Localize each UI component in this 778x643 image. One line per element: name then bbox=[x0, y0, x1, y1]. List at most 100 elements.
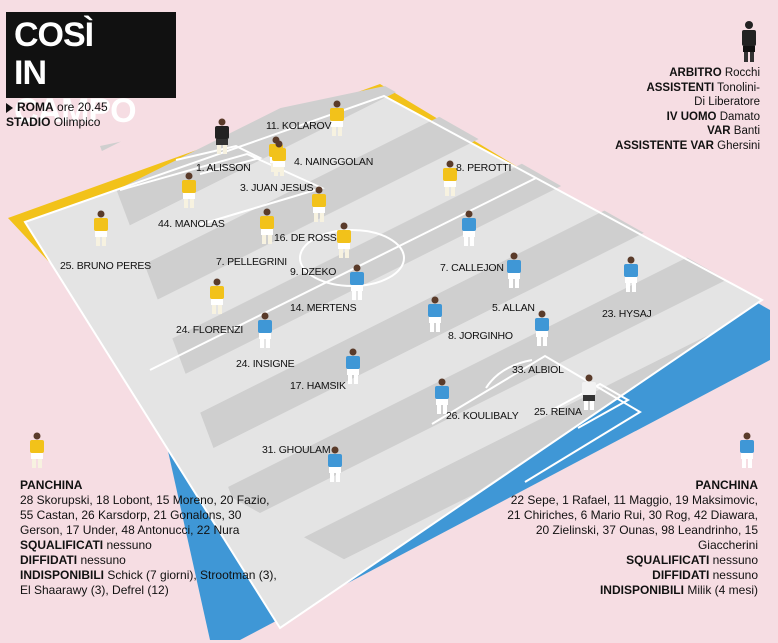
official-role: ARBITRO bbox=[669, 67, 722, 79]
napoli-player-label: 24. INSIGNE bbox=[236, 358, 295, 370]
official-row: ASSISTENTE VAR Ghersini bbox=[615, 139, 760, 154]
napoli-bench-list: 22 Sepe, 1 Rafael, 11 Maggio, 19 Maksimo… bbox=[507, 493, 758, 552]
officials: ARBITRO Rocchi ASSISTENTI Tonolini- Di Lib… bbox=[615, 66, 760, 153]
roma-unavailable-label: INDISPONIBILI bbox=[20, 568, 105, 582]
referee-icon bbox=[742, 21, 756, 62]
roma-suspended-label: SQUALIFICATI bbox=[20, 538, 104, 552]
roma-player-icon bbox=[328, 100, 346, 143]
roma-player-icon bbox=[335, 222, 353, 265]
roma-bench-kit-icon bbox=[30, 432, 44, 468]
roma-player-label: 24. FLORENZI bbox=[176, 324, 244, 336]
napoli-player-icon bbox=[326, 446, 344, 489]
title-banner: COSÌ IN CAMPO bbox=[6, 12, 176, 130]
napoli-player-icon bbox=[580, 374, 598, 417]
player-kit-icon bbox=[182, 172, 196, 208]
roma-player-label: 11. KOLAROV bbox=[266, 120, 332, 132]
napoli-player-label: 23. HYSAJ bbox=[602, 308, 652, 320]
official-name: Tonolini- bbox=[717, 81, 760, 94]
title-line-1: COSÌ bbox=[14, 16, 94, 54]
official-row: IV UOMO Damato bbox=[615, 110, 760, 125]
napoli-player-icon bbox=[533, 310, 551, 353]
napoli-player-icon bbox=[622, 256, 640, 299]
napoli-bench: PANCHINA 22 Sepe, 1 Rafael, 11 Maggio, 1… bbox=[498, 478, 758, 598]
roma-player-icon bbox=[213, 118, 231, 161]
napoli-unavailable-label: INDISPONIBILI bbox=[599, 583, 684, 597]
roma-player-label: 7. PELLEGRINI bbox=[216, 256, 287, 268]
official-row: ASSISTENTI Tonolini- bbox=[615, 81, 760, 96]
napoli-player-label: 8. JORGINHO bbox=[448, 330, 513, 342]
napoli-warned-label: DIFFIDATI bbox=[652, 568, 710, 582]
roma-bench: PANCHINA 28 Skorupski, 18 Lobont, 15 Mor… bbox=[20, 478, 280, 598]
roma-player-label: 25. BRUNO PERES bbox=[60, 260, 151, 272]
roma-player-label: 8. PEROTTI bbox=[456, 162, 512, 174]
napoli-player-label: 33. ALBIOL bbox=[512, 364, 564, 376]
napoli-player-icon bbox=[460, 210, 478, 253]
roma-player-label: 3. JUAN JESUS bbox=[240, 182, 314, 194]
roma-warned: nessuno bbox=[80, 553, 126, 567]
title-line-2: IN CAMPO bbox=[14, 54, 137, 130]
official-name: Rocchi bbox=[724, 67, 760, 79]
official-name: Di Liberatore bbox=[694, 96, 760, 108]
napoli-bench-kit-icon bbox=[740, 432, 754, 468]
napoli-player-label: 31. GHOULAM bbox=[262, 444, 331, 456]
player-kit-icon bbox=[272, 140, 286, 176]
official-name: Damato bbox=[719, 110, 760, 123]
match-info: ROMA ore 20.45 STADIO Olimpico bbox=[6, 100, 108, 130]
roma-player-label: 1. ALISSON bbox=[196, 162, 251, 174]
pitch-stripe bbox=[220, 191, 762, 513]
napoli-player-icon bbox=[505, 252, 523, 295]
napoli-suspended-label: SQUALIFICATI bbox=[626, 553, 710, 567]
roma-player-icon bbox=[441, 160, 459, 203]
roma-player-icon bbox=[258, 208, 276, 251]
official-role: ASSISTENTI bbox=[646, 81, 715, 94]
napoli-player-icon bbox=[256, 312, 274, 355]
play-arrow-icon bbox=[6, 102, 13, 113]
player-kit-icon bbox=[330, 100, 344, 136]
official-name: Ghersini bbox=[717, 139, 760, 152]
player-kit-icon bbox=[535, 310, 549, 346]
player-kit-icon bbox=[337, 222, 351, 258]
roma-player-label: 16. DE ROSSI bbox=[274, 232, 340, 244]
napoli-player-label: 7. CALLEJON bbox=[440, 262, 504, 274]
napoli-player-icon bbox=[348, 264, 366, 307]
player-kit-icon bbox=[462, 210, 476, 246]
official-row: VAR Banti bbox=[615, 124, 760, 139]
napoli-player-label: 5. ALLAN bbox=[492, 302, 535, 314]
roma-player-icon bbox=[208, 278, 226, 321]
napoli-bench-title: PANCHINA bbox=[695, 478, 758, 492]
player-kit-icon bbox=[582, 374, 596, 410]
roma-player-icon bbox=[180, 172, 198, 215]
player-kit-icon bbox=[428, 296, 442, 332]
roma-player-icon bbox=[310, 186, 328, 229]
match-teams: ROMA bbox=[17, 100, 54, 114]
napoli-suspended: nessuno bbox=[712, 553, 758, 567]
napoli-player-label: 25. REINA bbox=[534, 406, 582, 418]
napoli-warned: nessuno bbox=[712, 568, 758, 582]
roma-player-label: 44. MANOLAS bbox=[158, 218, 225, 230]
player-kit-icon bbox=[624, 256, 638, 292]
napoli-player-label: 26. KOULIBALY bbox=[446, 410, 519, 422]
player-kit-icon bbox=[260, 208, 274, 244]
official-role: ASSISTENTE VAR bbox=[615, 139, 714, 152]
roma-player-icon bbox=[270, 140, 288, 183]
napoli-player-label: 17. HAMSIK bbox=[290, 380, 346, 392]
roma-player-label: 4. NAINGGOLAN bbox=[294, 156, 374, 168]
player-kit-icon bbox=[435, 378, 449, 414]
match-time: ore 20.45 bbox=[57, 100, 108, 114]
roma-bench-title: PANCHINA bbox=[20, 478, 83, 492]
roma-suspended: nessuno bbox=[106, 538, 152, 552]
stadium-label: STADIO bbox=[6, 115, 51, 129]
official-row: Di Liberatore bbox=[615, 95, 760, 110]
player-kit-icon bbox=[258, 312, 272, 348]
player-kit-icon bbox=[94, 210, 108, 246]
player-kit-icon bbox=[328, 446, 342, 482]
player-kit-icon bbox=[346, 348, 360, 384]
stadium-name: Olimpico bbox=[53, 115, 101, 129]
napoli-player-icon bbox=[426, 296, 444, 339]
player-kit-icon bbox=[215, 118, 229, 154]
roma-warned-label: DIFFIDATI bbox=[20, 553, 78, 567]
roma-player-icon bbox=[92, 210, 110, 253]
napoli-player-icon bbox=[433, 378, 451, 421]
player-kit-icon bbox=[350, 264, 364, 300]
